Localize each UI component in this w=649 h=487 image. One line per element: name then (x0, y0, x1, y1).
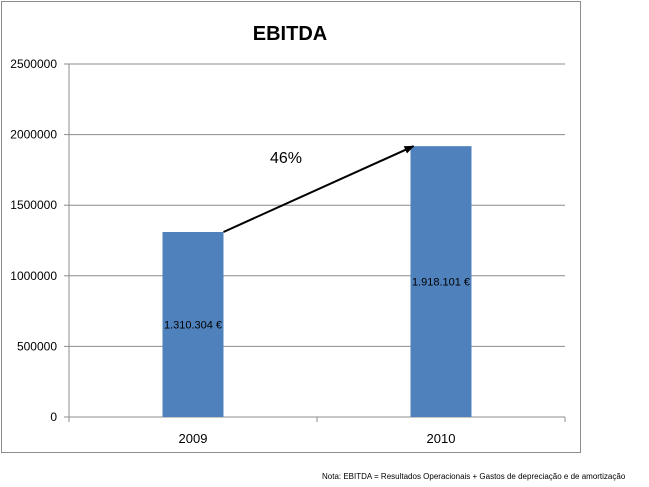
growth-annotation: 46% (270, 150, 302, 167)
y-tick-label: 1500000 (10, 198, 57, 212)
x-tick-label: 2009 (179, 431, 208, 446)
y-tick-label: 0 (50, 410, 57, 424)
footnote: Nota: EBITDA = Resultados Operacionais +… (322, 472, 626, 481)
chart-title: EBITDA (253, 23, 327, 45)
bar-2010 (410, 146, 472, 418)
data-label: 1.918.101 € (412, 277, 470, 289)
chart-frame (1, 1, 581, 453)
y-tick-label: 500000 (17, 339, 57, 353)
growth-arrow (223, 145, 415, 233)
x-tick-label: 2010 (427, 431, 456, 446)
bar-2009 (162, 231, 224, 417)
data-label: 1.310.304 € (164, 319, 222, 331)
y-tick-label: 1000000 (10, 269, 57, 283)
y-tick-label: 2000000 (10, 128, 57, 142)
y-tick-label: 2500000 (10, 57, 57, 71)
